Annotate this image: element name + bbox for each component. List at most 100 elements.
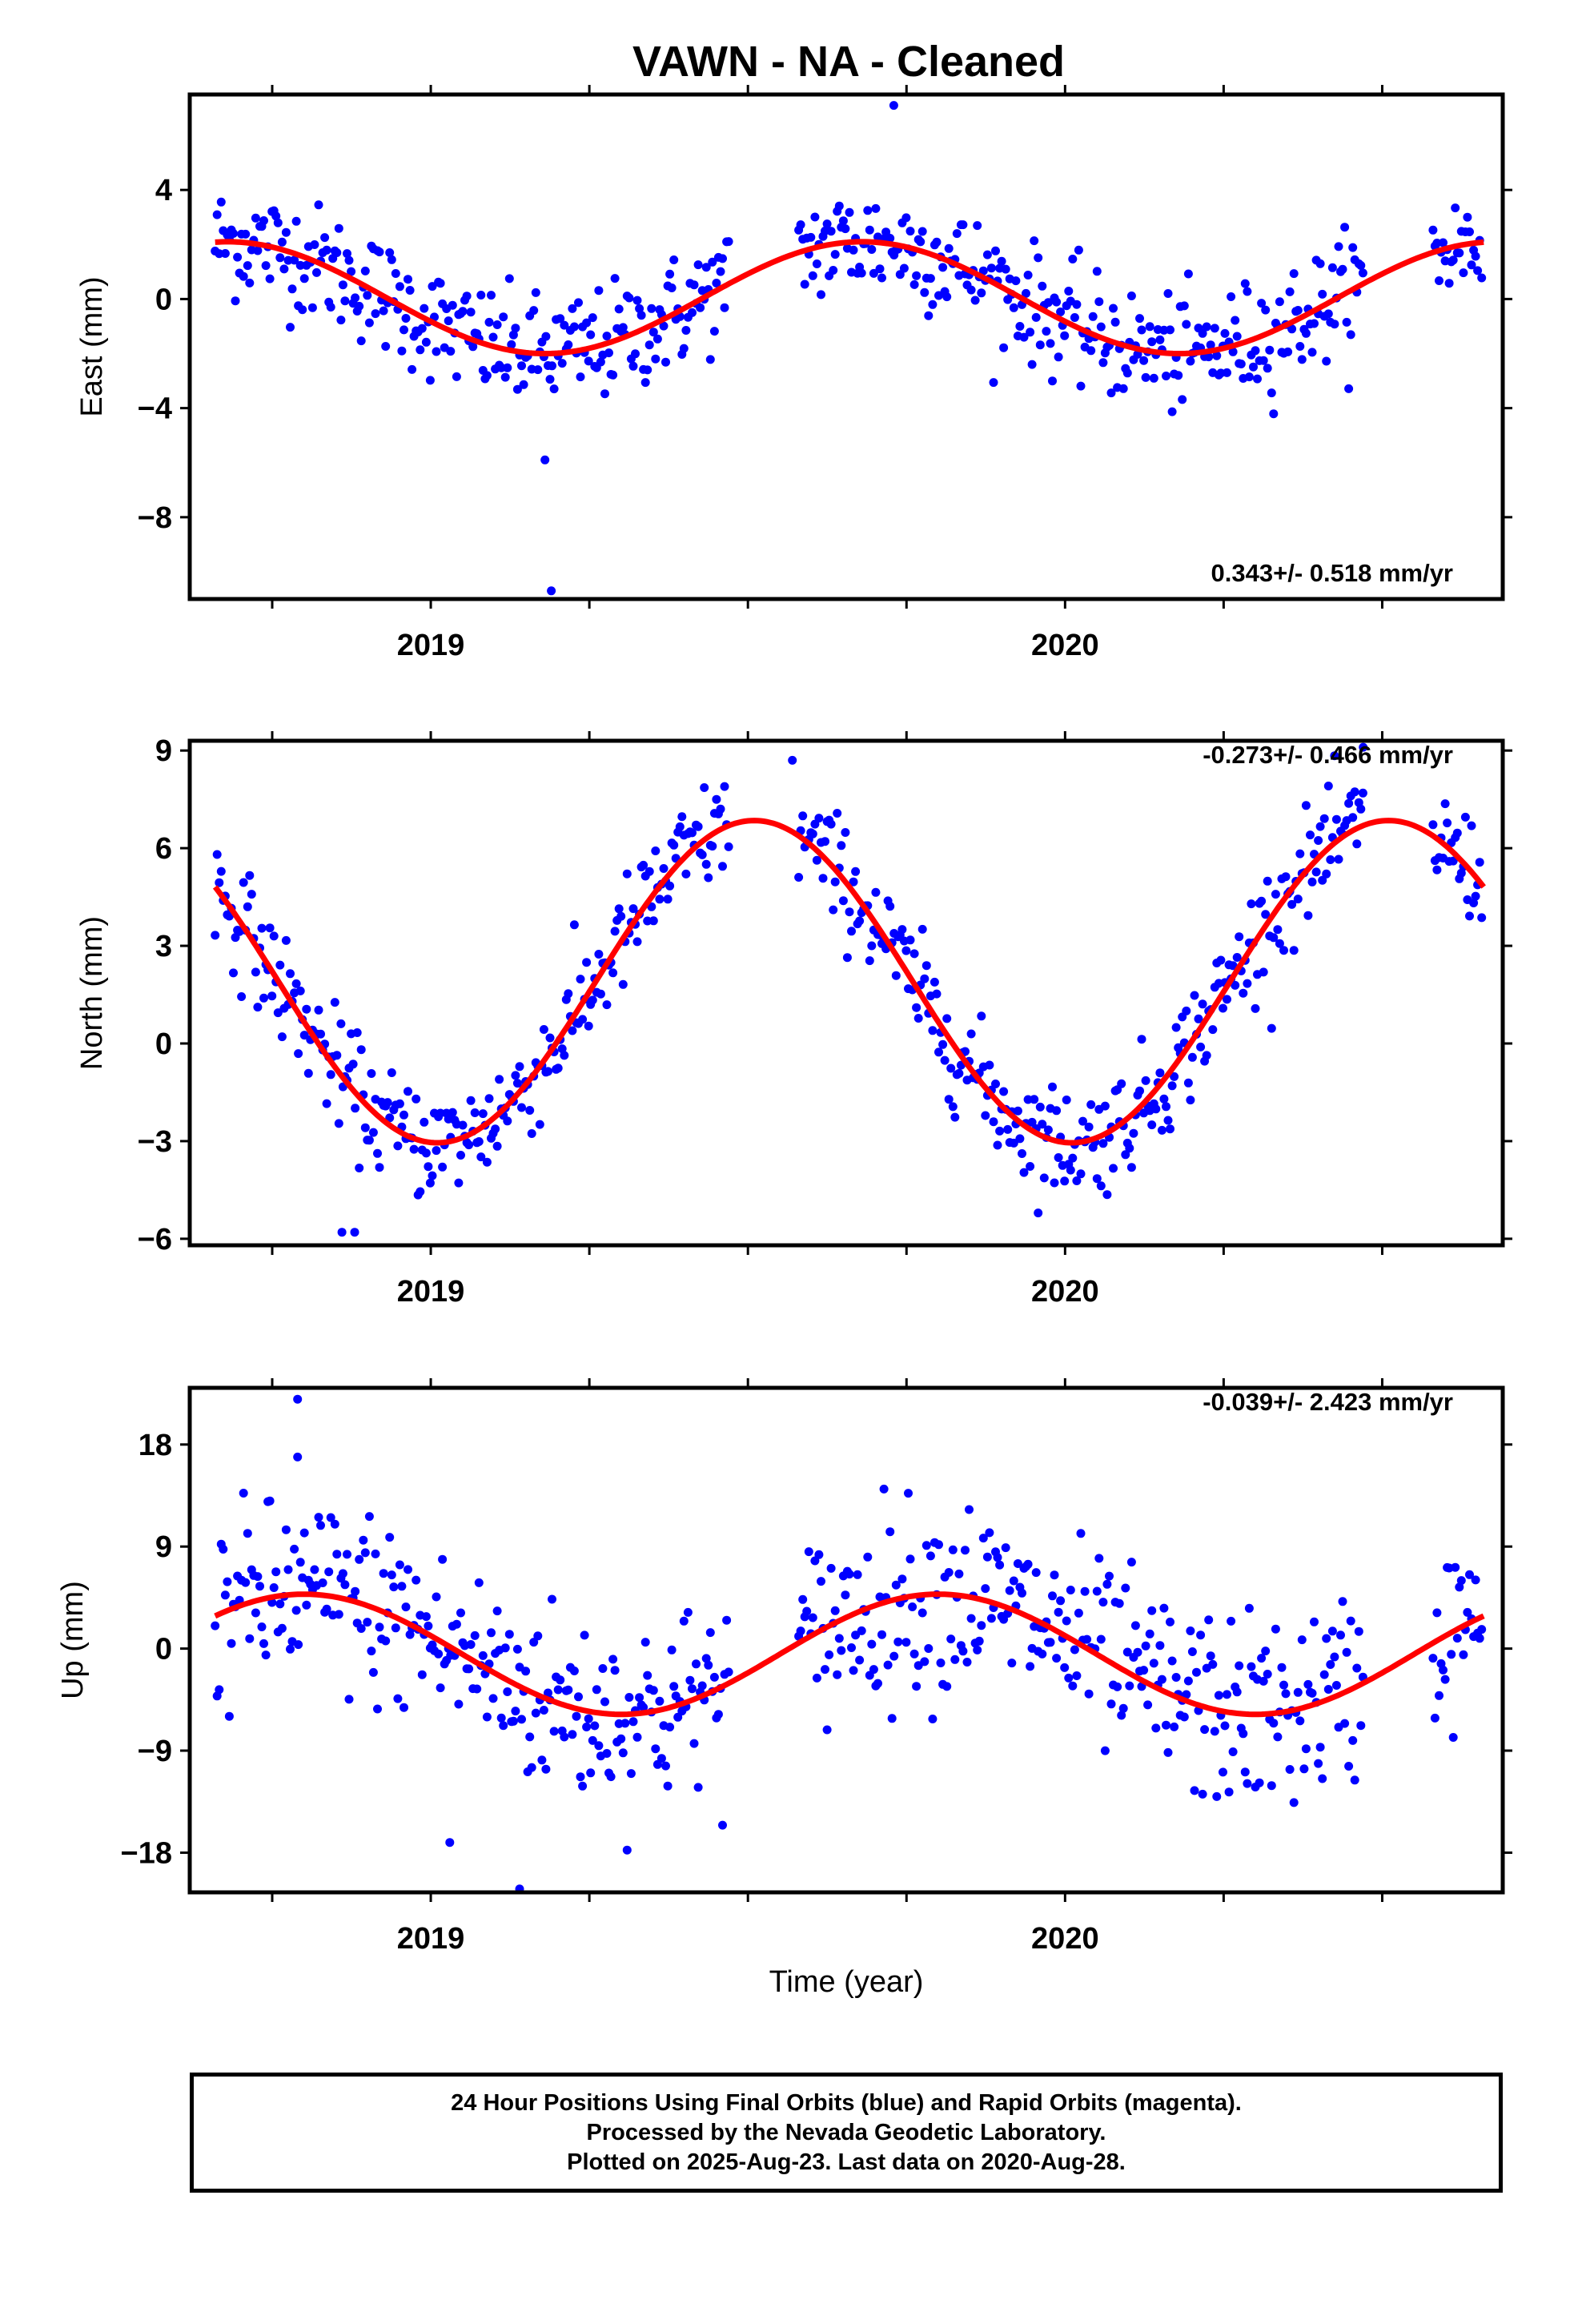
data-point-289 — [865, 225, 874, 235]
data-point-317 — [921, 961, 931, 971]
data-point-14 — [239, 1489, 248, 1498]
data-point-128 — [470, 1630, 480, 1640]
data-point-538 — [1439, 1665, 1447, 1675]
data-point-254 — [794, 873, 804, 882]
data-point-526 — [1346, 330, 1355, 340]
data-point-135 — [484, 1094, 494, 1104]
data-point-121 — [456, 1151, 465, 1160]
data-point-131 — [476, 291, 486, 300]
data-point-14 — [239, 271, 248, 281]
data-point-376 — [1042, 327, 1051, 336]
data-point-379 — [1048, 1591, 1057, 1601]
east-panel: 2019 2020 4 0 −4 −8 East (mm) 0.343+/- 0.518 mm… — [75, 85, 1512, 662]
data-point-232 — [681, 326, 691, 335]
data-point-236 — [689, 1739, 699, 1748]
data-point-53 — [318, 1578, 327, 1587]
data-point-343 — [974, 1636, 984, 1646]
x-tick-label: 2019 — [397, 1922, 465, 1956]
data-point-21 — [253, 1572, 263, 1582]
data-point-433 — [1157, 1125, 1166, 1135]
data-point-23 — [257, 1622, 267, 1631]
data-point-270 — [826, 1563, 836, 1573]
data-point-391 — [1072, 1176, 1082, 1185]
data-point-275 — [837, 841, 846, 850]
data-point-494 — [1281, 872, 1291, 882]
data-point-69 — [351, 1104, 360, 1113]
data-point-202 — [620, 1719, 630, 1728]
data-point-377 — [1043, 298, 1053, 308]
data-point-248 — [713, 1710, 723, 1719]
data-point-208 — [632, 937, 642, 947]
data-point-183 — [582, 958, 592, 967]
data-point-524 — [1342, 317, 1351, 327]
data-point-188 — [592, 1685, 601, 1695]
data-point-148 — [511, 324, 520, 333]
data-point-209 — [635, 1693, 644, 1703]
data-point-206 — [628, 361, 638, 371]
data-point-532 — [1358, 788, 1367, 798]
data-point-253 — [724, 842, 733, 851]
data-point-513 — [1319, 814, 1329, 823]
data-point-48 — [307, 303, 317, 312]
data-point-483 — [1259, 967, 1268, 977]
data-point-199 — [614, 304, 624, 314]
data-point-109 — [432, 347, 441, 356]
data-point-311 — [909, 279, 919, 289]
data-point-42 — [295, 986, 305, 995]
data-point-485 — [1263, 876, 1272, 886]
data-point-559 — [293, 1452, 303, 1462]
data-point-296 — [879, 1484, 889, 1494]
data-point-331 — [950, 1112, 960, 1122]
data-point-510 — [1314, 836, 1323, 845]
data-point-331 — [950, 1655, 960, 1664]
data-point-86 — [385, 1113, 395, 1123]
data-point-548 — [1459, 268, 1468, 278]
data-point-193 — [602, 1000, 612, 1010]
data-point-285 — [857, 1626, 866, 1635]
data-point-551 — [1465, 911, 1474, 921]
data-point-382 — [1054, 1607, 1063, 1617]
data-point-323 — [934, 1540, 943, 1550]
data-point-527 — [1348, 243, 1358, 252]
data-point-80 — [373, 1704, 382, 1714]
data-point-141 — [496, 363, 506, 372]
data-point-247 — [712, 279, 721, 287]
data-point-350 — [989, 1117, 998, 1127]
data-point-1 — [212, 210, 222, 219]
data-point-195 — [606, 1772, 616, 1782]
data-point-299 — [885, 234, 895, 243]
data-point-127 — [468, 342, 478, 352]
data-point-438 — [1167, 1081, 1177, 1091]
data-point-94 — [401, 314, 411, 323]
data-point-496 — [1285, 287, 1295, 296]
data-point-378 — [1046, 1638, 1055, 1647]
data-point-313 — [913, 1014, 923, 1023]
data-point-247 — [712, 794, 721, 804]
data-point-231 — [679, 1616, 689, 1626]
fit-curve — [212, 818, 1486, 1146]
fit-curve — [214, 1591, 1485, 1718]
data-point-349 — [986, 263, 996, 273]
data-point-484 — [1261, 1647, 1271, 1656]
data-point-348 — [985, 1528, 994, 1538]
data-point-229 — [675, 822, 685, 831]
data-point-245 — [708, 842, 717, 851]
data-point-232 — [681, 869, 691, 879]
data-point-32 — [275, 253, 285, 263]
data-point-264 — [814, 1550, 824, 1559]
data-point-148 — [511, 1707, 520, 1716]
data-point-437 — [1166, 1124, 1174, 1134]
data-point-429 — [1149, 373, 1158, 383]
data-point-276 — [838, 896, 848, 906]
data-point-404 — [1098, 1598, 1108, 1607]
x-tick-label: 2019 — [397, 1275, 465, 1309]
data-point-281 — [849, 245, 858, 255]
data-point-394 — [1078, 1116, 1087, 1126]
data-point-208 — [632, 1732, 642, 1742]
data-point-504 — [1301, 328, 1311, 338]
data-point-162 — [539, 1706, 548, 1715]
data-point-455 — [1202, 322, 1211, 332]
data-point-78 — [368, 1667, 378, 1677]
data-point-181 — [578, 1781, 588, 1791]
data-point-538 — [1439, 238, 1447, 247]
